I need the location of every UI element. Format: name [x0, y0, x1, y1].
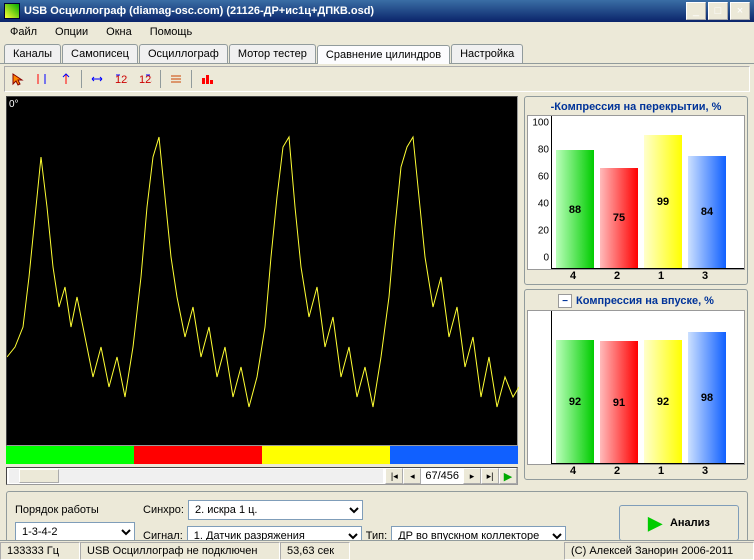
status-copyright: (С) Алексей Занорин 2006-2011 [564, 542, 754, 560]
strip-segment [390, 446, 518, 464]
minimize-button[interactable]: _ [686, 2, 706, 20]
svg-text:1234: 1234 [115, 74, 128, 86]
tool-cursor-icon[interactable] [7, 69, 29, 89]
chart-intake: − Компрессия на впуске, % 92919298 4213 [524, 289, 748, 480]
nav-row: |◂ ◂ 67/456 ▸ ▸| ▶ [6, 467, 518, 485]
tab-1[interactable]: Самописец [62, 44, 138, 63]
chart1-title: -Компрессия на перекрытии, % [551, 101, 722, 113]
status-conn: USB Осциллограф не подключен [80, 542, 280, 560]
menu-Опции[interactable]: Опции [49, 24, 94, 40]
strip-segment [6, 446, 134, 464]
menu-Файл[interactable]: Файл [4, 24, 43, 40]
app-icon [4, 3, 20, 19]
order-label: Порядок работы [15, 504, 135, 516]
menu-Помощь[interactable]: Помощь [144, 24, 199, 40]
svg-text:1234: 1234 [139, 74, 152, 86]
nav-first-button[interactable]: |◂ [385, 468, 403, 484]
bar: 92 [556, 340, 594, 464]
chart-overlap: -Компрессия на перекрытии, % 02040608010… [524, 96, 748, 285]
x-label: 4 [551, 270, 595, 282]
status-bar: 133333 Гц USB Осциллограф не подключен 5… [0, 540, 754, 560]
strip-segment [134, 446, 262, 464]
tool-chart-icon[interactable] [196, 69, 218, 89]
chart2-title: Компрессия на впуске, % [576, 295, 714, 307]
bar: 75 [600, 168, 638, 269]
bar: 98 [688, 332, 726, 464]
color-strip [6, 446, 518, 464]
x-label: 1 [639, 270, 683, 282]
order-select[interactable]: 1-3-4-2 [15, 522, 135, 542]
tab-2[interactable]: Осциллограф [139, 44, 228, 63]
x-label: 3 [683, 465, 727, 477]
tool-num1-icon[interactable]: 1234 [110, 69, 132, 89]
oscilloscope-screen[interactable]: 0° [6, 96, 518, 446]
x-label: 1 [639, 465, 683, 477]
tool-marker2-icon[interactable] [55, 69, 77, 89]
tool-zoom-h-icon[interactable] [86, 69, 108, 89]
x-label: 4 [551, 465, 595, 477]
tab-3[interactable]: Мотор тестер [229, 44, 316, 63]
analyze-label: Анализ [670, 517, 710, 529]
tab-4[interactable]: Сравнение цилиндров [317, 45, 450, 64]
scope-panel: 0° |◂ ◂ 67/456 ▸ ▸| ▶ [6, 96, 518, 485]
menu-Окна[interactable]: Окна [100, 24, 138, 40]
title-bar: USB Осциллограф (diamag-osc.com) (21126-… [0, 0, 754, 22]
x-label: 3 [683, 270, 727, 282]
bar: 99 [644, 135, 682, 269]
tool-num2-icon[interactable]: 1234 [134, 69, 156, 89]
scope-note: 0° [9, 99, 19, 110]
tab-bar: КаналыСамописецОсциллографМотор тестерСр… [0, 42, 754, 64]
tab-0[interactable]: Каналы [4, 44, 61, 63]
play-icon: ▶ [648, 513, 662, 534]
x-label: 2 [595, 465, 639, 477]
tool-marker1-icon[interactable] [31, 69, 53, 89]
x-label: 2 [595, 270, 639, 282]
status-freq: 133333 Гц [0, 542, 80, 560]
toolbar: 1234 1234 [4, 66, 750, 92]
maximize-button[interactable]: □ [708, 2, 728, 20]
menu-bar: Файл Опции Окна Помощь [0, 22, 754, 42]
synchro-select[interactable]: 2. искра 1 ц. [188, 500, 363, 520]
scrollbar[interactable] [9, 469, 383, 483]
play-button[interactable]: ▶ [499, 468, 517, 484]
strip-segment [262, 446, 390, 464]
nav-next-button[interactable]: ▸ [463, 468, 481, 484]
synchro-label: Синхро: [143, 504, 184, 516]
close-button[interactable]: × [730, 2, 750, 20]
tool-list-icon[interactable] [165, 69, 187, 89]
bar: 92 [644, 340, 682, 464]
status-time: 53,63 сек [280, 542, 350, 560]
bar: 88 [556, 150, 594, 269]
nav-prev-button[interactable]: ◂ [403, 468, 421, 484]
bar: 91 [600, 341, 638, 464]
tab-5[interactable]: Настройка [451, 44, 523, 63]
collapse-button[interactable]: − [558, 294, 572, 308]
analyze-button[interactable]: ▶ Анализ [619, 505, 739, 541]
window-title: USB Осциллограф (diamag-osc.com) (21126-… [24, 5, 686, 17]
frame-counter: 67/456 [421, 470, 463, 482]
bar: 84 [688, 156, 726, 269]
nav-last-button[interactable]: ▸| [481, 468, 499, 484]
